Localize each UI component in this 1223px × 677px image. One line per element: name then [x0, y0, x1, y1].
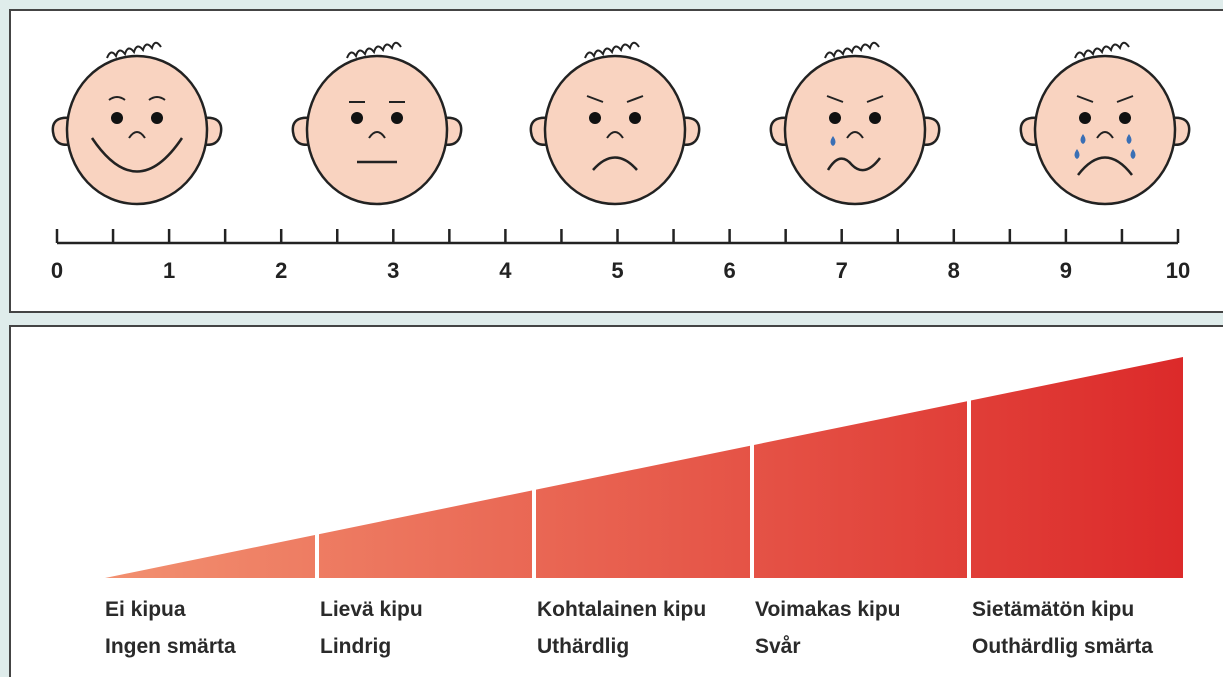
tick-label: 6 — [723, 258, 735, 283]
tick-label: 8 — [948, 258, 960, 283]
level-label-sv: Uthärdlig — [537, 635, 629, 658]
head — [307, 56, 447, 204]
level-label-fi: Sietämätön kipu — [972, 598, 1134, 621]
pain-scale: 0 1 2 3 4 5 6 7 8 9 10 Ei kipua Ingen smärta Lievä k… — [0, 0, 1223, 677]
tick-label: 1 — [163, 258, 175, 283]
eye — [1119, 112, 1131, 124]
tick-label: 0 — [51, 258, 63, 283]
eye — [629, 112, 641, 124]
eye — [829, 112, 841, 124]
head — [67, 56, 207, 204]
tick-label: 4 — [499, 258, 512, 283]
head — [545, 56, 685, 204]
eye — [351, 112, 363, 124]
level-label-sv: Ingen smärta — [105, 635, 236, 658]
eye — [1079, 112, 1091, 124]
level-label-sv: Outhärdlig smärta — [972, 635, 1153, 658]
head — [1035, 56, 1175, 204]
level-label-fi: Voimakas kipu — [755, 598, 901, 621]
level-label-fi: Ei kipua — [105, 598, 186, 621]
head — [785, 56, 925, 204]
eye — [869, 112, 881, 124]
tick-label: 2 — [275, 258, 287, 283]
level-label-sv: Lindrig — [320, 635, 391, 658]
level-label-fi: Kohtalainen kipu — [537, 598, 706, 621]
eye — [589, 112, 601, 124]
tick-label: 10 — [1166, 258, 1190, 283]
eye — [151, 112, 163, 124]
level-label-fi: Lievä kipu — [320, 598, 423, 621]
tick-label: 5 — [611, 258, 623, 283]
tick-label: 7 — [836, 258, 848, 283]
tick-label: 3 — [387, 258, 399, 283]
eye — [111, 112, 123, 124]
eye — [391, 112, 403, 124]
level-label-sv: Svår — [755, 635, 801, 658]
tick-label: 9 — [1060, 258, 1072, 283]
